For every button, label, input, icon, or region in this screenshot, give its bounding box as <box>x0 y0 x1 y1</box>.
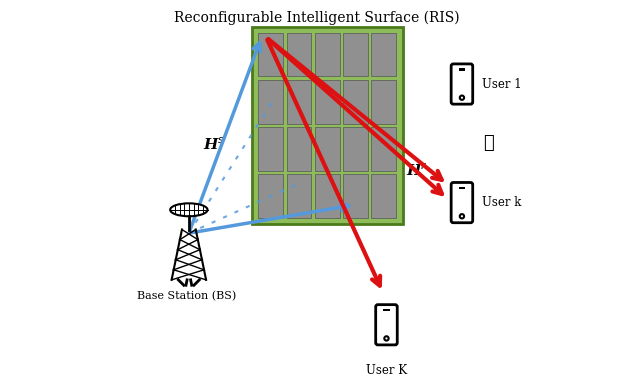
Bar <box>287 127 311 170</box>
Bar <box>258 174 283 218</box>
Bar <box>315 80 340 124</box>
Bar <box>343 80 368 124</box>
Bar <box>383 309 390 311</box>
Bar <box>371 174 396 218</box>
Text: H$^s$: H$^s$ <box>203 137 225 153</box>
Text: User k: User k <box>482 196 521 209</box>
Circle shape <box>460 214 464 218</box>
Bar <box>459 68 465 71</box>
Text: Base Station (BS): Base Station (BS) <box>138 291 237 301</box>
Circle shape <box>460 96 464 100</box>
Ellipse shape <box>170 203 207 216</box>
Bar <box>371 127 396 170</box>
Bar <box>287 33 311 76</box>
Bar <box>343 174 368 218</box>
Bar <box>287 80 311 124</box>
Text: ⋮: ⋮ <box>483 134 494 152</box>
Bar <box>343 127 368 170</box>
Circle shape <box>384 336 388 341</box>
Bar <box>315 33 340 76</box>
Bar <box>258 33 283 76</box>
Bar <box>459 187 465 189</box>
Bar <box>371 80 396 124</box>
Bar <box>252 26 403 224</box>
Text: H$^r$: H$^r$ <box>406 162 428 179</box>
FancyBboxPatch shape <box>451 183 473 223</box>
Bar <box>287 174 311 218</box>
FancyBboxPatch shape <box>451 64 473 104</box>
Text: Reconfigurable Intelligent Surface (RIS): Reconfigurable Intelligent Surface (RIS) <box>173 10 460 25</box>
Text: User K: User K <box>366 364 407 377</box>
Text: User 1: User 1 <box>482 77 522 90</box>
Bar <box>258 80 283 124</box>
Bar <box>315 127 340 170</box>
Bar <box>258 127 283 170</box>
Bar <box>371 33 396 76</box>
Bar <box>343 33 368 76</box>
Bar <box>315 174 340 218</box>
FancyBboxPatch shape <box>376 305 397 345</box>
